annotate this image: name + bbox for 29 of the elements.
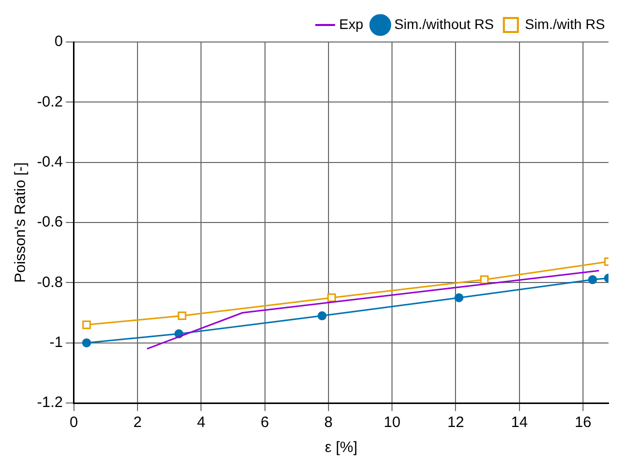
point xyxy=(318,311,327,320)
x-tick-label: 12 xyxy=(447,414,464,432)
legend-label: Sim./with RS xyxy=(524,16,605,32)
point xyxy=(480,275,489,284)
x-tick-label: 4 xyxy=(196,414,206,432)
x-tick-label: 10 xyxy=(384,414,400,432)
x-tick-label: 6 xyxy=(260,414,269,432)
y-tick-label: -0.4 xyxy=(36,153,63,170)
legend-label: Sim./without RS xyxy=(394,16,494,32)
point xyxy=(327,293,336,302)
x-tick-label: 2 xyxy=(133,414,142,432)
y-axis-title: Poisson's Ratio [-] xyxy=(12,162,30,283)
y-tick-label: 0 xyxy=(54,33,63,50)
point xyxy=(454,293,464,302)
x-tick-label: 8 xyxy=(324,414,333,432)
legend-label: Exp xyxy=(339,16,364,32)
x-tick-label: 0 xyxy=(70,414,78,432)
point xyxy=(178,311,186,320)
y-tick-label: -0.6 xyxy=(36,214,63,231)
point xyxy=(82,320,91,330)
x-tick-label: 14 xyxy=(511,414,528,432)
y-tick-label: -0.8 xyxy=(36,274,63,291)
y-tick-label: -1.2 xyxy=(36,394,63,412)
y-tick-label: -1 xyxy=(50,334,63,351)
x-tick-label: 16 xyxy=(574,414,592,432)
point xyxy=(82,338,92,348)
y-tick-label: -0.2 xyxy=(36,93,63,110)
point xyxy=(588,275,598,284)
x-axis-title: ε [%] xyxy=(324,439,358,456)
